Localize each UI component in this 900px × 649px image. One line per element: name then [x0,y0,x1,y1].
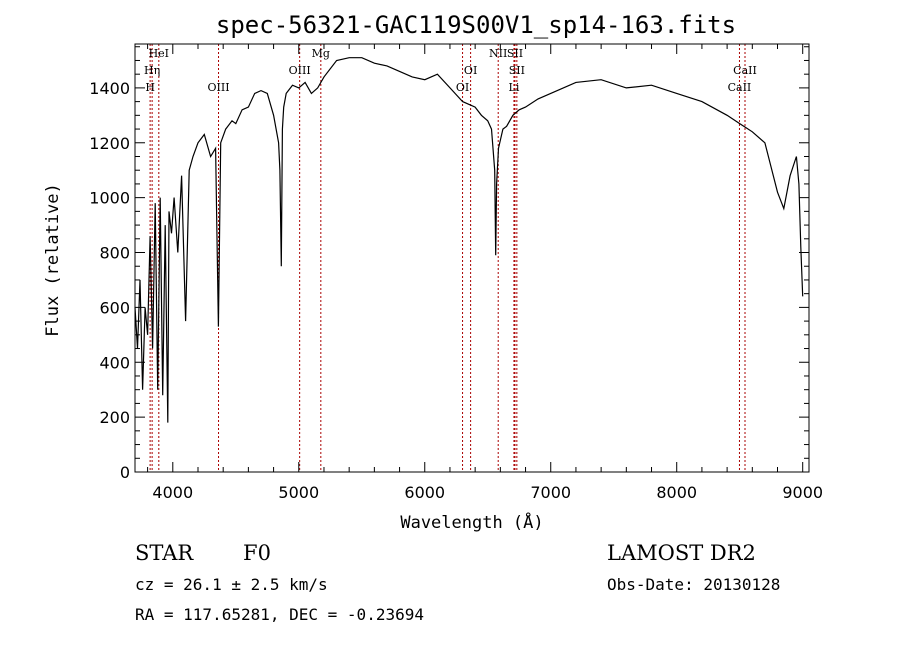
x-tick-label: 9000 [782,483,823,502]
spectral-line-label: CaII [733,64,757,77]
spectral-line-label: NII [489,47,507,60]
x-axis-label: Wavelength (Å) [400,511,543,533]
spectral-line-label: SII [509,64,525,77]
y-axis-ticks: 0 200 400 600 800 1000 1200 1400 [89,46,809,482]
spectral-line-label: H [145,81,155,94]
object-class: STAR [135,541,194,565]
spectrum-line [134,57,804,423]
x-axis-ticks: 4000 5000 6000 7000 8000 9000 [147,44,823,502]
chart-title: spec-56321-GAC119S00V1_sp14-163.fits [216,11,736,39]
spectral-line-label: OI [464,64,477,77]
spectral-line-label: SII [507,47,523,60]
spectral-line-label: OIII [207,81,229,94]
spectral-line-label: OI [456,81,469,94]
x-tick-label: 8000 [656,483,697,502]
x-tick-label: 6000 [404,483,445,502]
y-tick-label: 800 [99,244,130,263]
spectral-line-label: Mg [312,47,330,60]
y-tick-label: 200 [99,408,130,427]
y-tick-label: 1200 [89,134,130,153]
y-tick-label: 0 [120,463,130,482]
x-tick-label: 7000 [530,483,571,502]
spectral-line-label: CaII [728,81,752,94]
spectral-line-label: Li [509,81,520,94]
y-axis-label: Flux (relative) [43,183,63,337]
y-tick-label: 600 [99,298,130,317]
y-tick-label: 1400 [89,79,130,98]
object-subclass: F0 [243,541,271,565]
plot-frame [134,43,810,473]
spectral-line-markers [149,44,746,472]
x-tick-label: 5000 [278,483,319,502]
y-tick-label: 1000 [89,189,130,208]
redshift-text: cz = 26.1 ± 2.5 km/s [135,575,328,594]
survey-name: LAMOST DR2 [607,541,756,565]
spectral-line-label: Hη [144,64,160,77]
y-tick-label: 400 [99,353,130,372]
spectral-line-label: OIII [289,64,311,77]
obs-date: Obs-Date: 20130128 [607,575,780,594]
ra-dec: RA = 117.65281, DEC = -0.23694 [135,605,424,624]
spectral-line-label: HeI [149,47,169,60]
x-tick-label: 4000 [152,483,193,502]
